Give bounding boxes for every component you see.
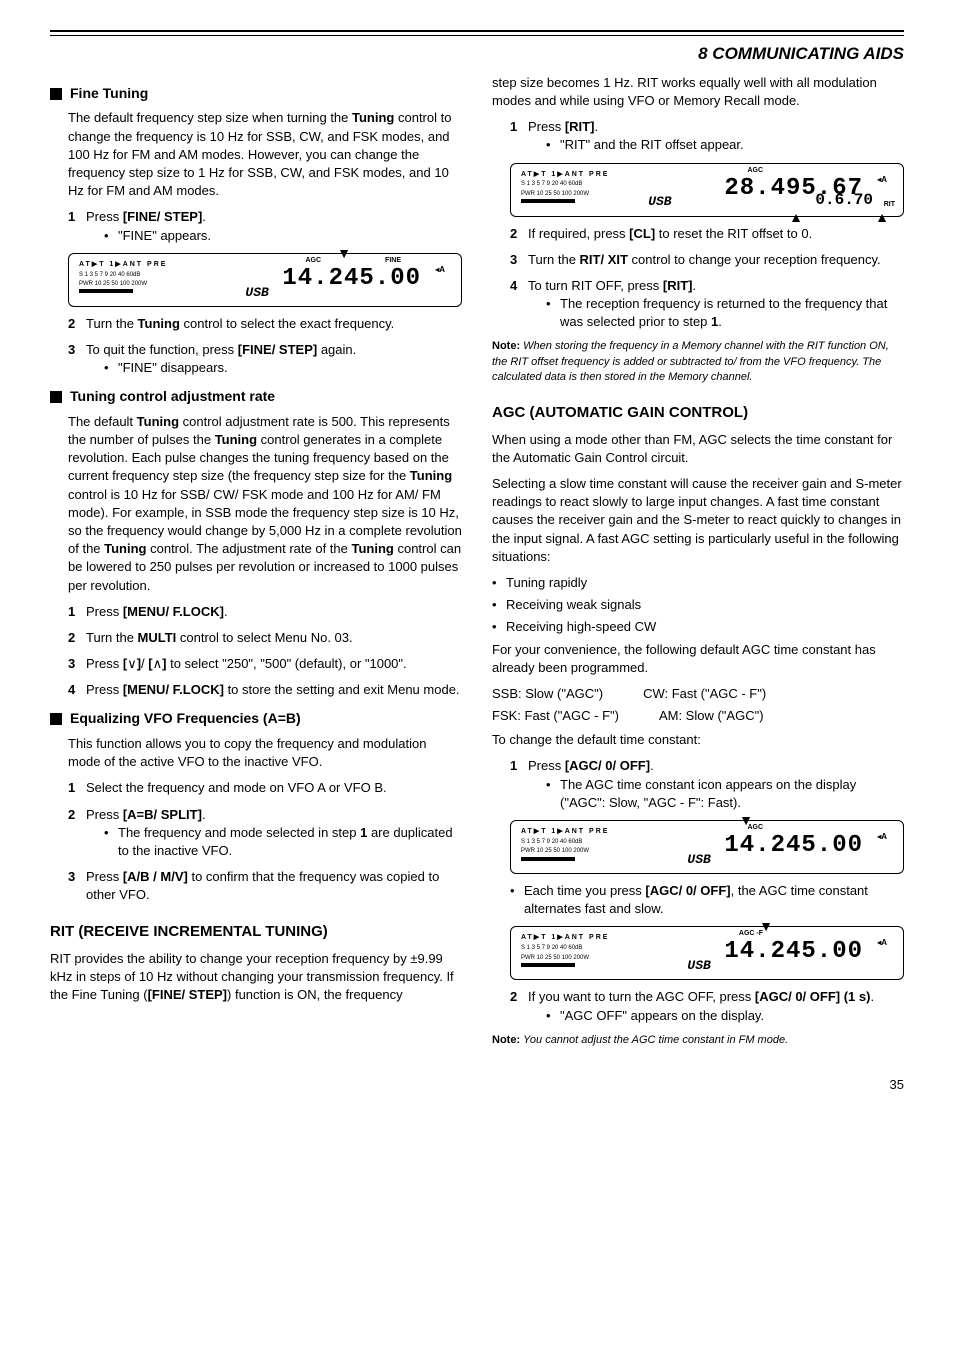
arrow-down-icon: ▼	[337, 244, 351, 264]
equalize-steps: 1Select the frequency and mode on VFO A …	[68, 779, 462, 904]
fine-tuning-heading: Fine Tuning	[50, 84, 462, 104]
equalize-heading: Equalizing VFO Frequencies (A=B)	[50, 709, 462, 729]
agc-steps: 1Press [AGC/ 0/ OFF]. The AGC time const…	[510, 757, 904, 812]
list-item: 3Turn the RIT/ XIT control to change you…	[510, 251, 904, 269]
lcd-mode: USB	[687, 851, 710, 869]
list-item: "FINE" appears.	[104, 227, 462, 245]
list-item: The AGC time constant icon appears on th…	[546, 776, 904, 812]
list-item: 2If required, press [CL] to reset the RI…	[510, 225, 904, 243]
list-item: 2If you want to turn the AGC OFF, press …	[510, 988, 904, 1024]
list-item: 1Select the frequency and mode on VFO A …	[68, 779, 462, 797]
list-item: 1Press [MENU/ F.LOCK].	[68, 603, 462, 621]
agc-para4: To change the default time constant:	[492, 731, 904, 749]
list-item: Receiving weak signals	[492, 596, 904, 614]
chapter-title: 8 COMMUNICATING AIDS	[50, 42, 904, 66]
equalize-para: This function allows you to copy the fre…	[68, 735, 462, 771]
lcd-bar	[521, 963, 611, 967]
lcd-ant: ◂A	[877, 937, 887, 948]
agc-heading: AGC (AUTOMATIC GAIN CONTROL)	[492, 402, 904, 423]
list-item: 1Press [RIT]. "RIT" and the RIT offset a…	[510, 118, 904, 154]
tuning-rate-heading: Tuning control adjustment rate	[50, 387, 462, 407]
table-cell: AM: Slow ("AGC")	[659, 707, 764, 725]
lcd-display-rit: AT▶T 1▶ANT PRE S 1 3 5 7 9 20 40 60dB PW…	[510, 163, 904, 217]
rit-para: RIT provides the ability to change your …	[50, 950, 462, 1005]
list-item: Each time you press [AGC/ 0/ OFF], the A…	[510, 882, 904, 918]
lcd-freq: 14.245.00	[724, 829, 863, 863]
table-cell: FSK: Fast ("AGC - F")	[492, 707, 619, 725]
list-item: 3Press [A/B / M/V] to confirm that the f…	[68, 868, 462, 904]
header-rule-thick	[50, 30, 904, 32]
agc-step1-bullets2: Each time you press [AGC/ 0/ OFF], the A…	[510, 882, 904, 918]
list-item: "AGC OFF" appears on the display.	[546, 1007, 904, 1025]
list-item: 3To quit the function, press [FINE/ STEP…	[68, 341, 462, 377]
fine-tuning-para: The default frequency step size when tur…	[68, 109, 462, 200]
lcd-mode: USB	[648, 193, 671, 211]
agc-steps2: 2If you want to turn the AGC OFF, press …	[510, 988, 904, 1024]
agc-bullets: Tuning rapidly Receiving weak signals Re…	[492, 574, 904, 637]
rit-heading: RIT (RECEIVE INCREMENTAL TUNING)	[50, 921, 462, 942]
right-column: step size becomes 1 Hz. RIT works equall…	[492, 74, 904, 1056]
agc-defaults-table: SSB: Slow ("AGC") CW: Fast ("AGC - F") FS…	[492, 685, 904, 725]
page-number: 35	[50, 1076, 904, 1094]
lcd-bar	[521, 857, 611, 861]
square-bullet-icon	[50, 88, 62, 100]
list-item: The frequency and mode selected in step …	[104, 824, 462, 860]
list-item: Tuning rapidly	[492, 574, 904, 592]
table-cell: SSB: Slow ("AGC")	[492, 685, 603, 703]
table-cell: CW: Fast ("AGC - F")	[643, 685, 766, 703]
agc-note: Note: You cannot adjust the AGC time con…	[492, 1033, 904, 1048]
list-item: "RIT" and the RIT offset appear.	[546, 136, 904, 154]
fine-tuning-steps2: 2Turn the Tuning control to select the e…	[68, 315, 462, 378]
lcd-ant: ◂A	[877, 174, 887, 185]
agc-para2: Selecting a slow time constant will caus…	[492, 475, 904, 566]
lcd-bar	[521, 199, 611, 203]
lcd-freq: 14.245.00	[282, 262, 421, 296]
list-item: 4To turn RIT OFF, press [RIT]. The recep…	[510, 277, 904, 332]
rit-steps2: 2If required, press [CL] to reset the RI…	[510, 225, 904, 332]
fine-tuning-steps: 1Press [FINE/ STEP]. "FINE" appears.	[68, 208, 462, 244]
lcd-bar	[79, 289, 169, 293]
list-item: 4Press [MENU/ F.LOCK] to store the setti…	[68, 681, 462, 699]
two-column-layout: Fine Tuning The default frequency step s…	[50, 74, 904, 1056]
tuning-rate-steps: 1Press [MENU/ F.LOCK]. 2Turn the MULTI c…	[68, 603, 462, 700]
list-item: "FINE" disappears.	[104, 359, 462, 377]
list-item: 2Press [A=B/ SPLIT]. The frequency and m…	[68, 806, 462, 861]
header-rule-thin	[50, 35, 904, 36]
list-item: 2Turn the Tuning control to select the e…	[68, 315, 462, 333]
list-item: The reception frequency is returned to t…	[546, 295, 904, 331]
heading-text: Fine Tuning	[70, 84, 148, 104]
square-bullet-icon	[50, 391, 62, 403]
lcd-display-agcf: ▼ AT▶T 1▶ANT PRE S 1 3 5 7 9 20 40 60dB …	[510, 926, 904, 980]
lcd-mode: USB	[245, 284, 268, 302]
rit-note: Note: When storing the frequency in a Me…	[492, 339, 904, 385]
rit-steps: 1Press [RIT]. "RIT" and the RIT offset a…	[510, 118, 904, 154]
square-bullet-icon	[50, 713, 62, 725]
lcd-subfreq: 0.6.70	[815, 189, 873, 211]
left-column: Fine Tuning The default frequency step s…	[50, 74, 462, 1056]
heading-text: Tuning control adjustment rate	[70, 387, 275, 407]
rit-cont: step size becomes 1 Hz. RIT works equall…	[492, 74, 904, 110]
list-item: Receiving high-speed CW	[492, 618, 904, 636]
lcd-ant: ◂A	[435, 264, 445, 275]
lcd-freq: 14.245.00	[724, 935, 863, 969]
heading-text: Equalizing VFO Frequencies (A=B)	[70, 709, 301, 729]
step-text: Select the frequency and mode on VFO A o…	[86, 780, 387, 795]
list-item: 1Press [FINE/ STEP]. "FINE" appears.	[68, 208, 462, 244]
agc-para1: When using a mode other than FM, AGC sel…	[492, 431, 904, 467]
tuning-rate-para: The default Tuning control adjustment ra…	[68, 413, 462, 595]
lcd-mode: USB	[687, 957, 710, 975]
lcd-display-agc: ▼ AT▶T 1▶ANT PRE S 1 3 5 7 9 20 40 60dB …	[510, 820, 904, 874]
list-item: 1Press [AGC/ 0/ OFF]. The AGC time const…	[510, 757, 904, 812]
lcd-display-fine: ▼ AT▶T 1▶ANT PRE S 1 3 5 7 9 20 40 60dB …	[68, 253, 462, 307]
list-item: 2Turn the MULTI control to select Menu N…	[68, 629, 462, 647]
agc-para3: For your convenience, the following defa…	[492, 641, 904, 677]
list-item: 3Press [∨]/ [∧] to select "250", "500" (…	[68, 655, 462, 673]
note-body: When storing the frequency in a Memory c…	[492, 340, 889, 383]
lcd-ant: ◂A	[877, 831, 887, 842]
note-body: You cannot adjust the AGC time constant …	[523, 1034, 788, 1046]
